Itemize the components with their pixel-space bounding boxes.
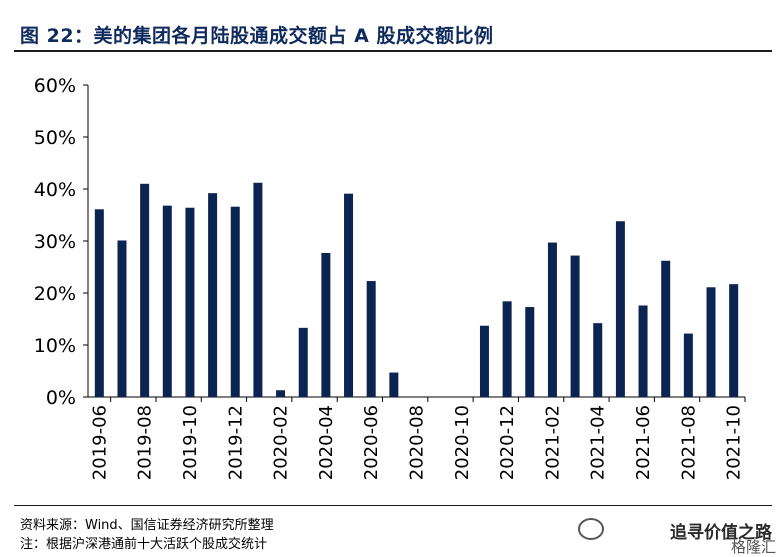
bar [162,205,172,397]
x-tick-label: 2019-08 [135,405,156,480]
x-tick-label: 2020-08 [407,405,428,480]
y-tick-label: 30% [34,231,76,253]
footer-divider [14,505,772,506]
bar [502,301,512,397]
bar [638,305,648,397]
wechat-icon [578,518,604,540]
bar-chart: 60% 50% 40% 30% 20% 10% 0% 2019-06 2019-08 2019-1… [34,75,746,480]
x-tick-label: 2021-04 [588,405,609,480]
bar [276,390,286,397]
x-tick-label: 2020-04 [316,405,337,480]
bar [525,307,535,397]
x-tick-label: 2019-10 [180,405,201,480]
bar [344,193,354,397]
bar [185,207,195,397]
watermark-logo: 格隆汇 [730,538,776,556]
chart-title: 图 22：美的集团各月陆股通成交额占 A 股成交额比例 [20,25,494,47]
bar [366,281,376,397]
x-tick-label: 2020-10 [452,405,473,480]
bar [547,242,557,397]
bar [140,183,150,397]
bar [615,221,625,397]
footnote: 注：根据沪深港通前十大活跃个股成交统计 [20,537,268,552]
x-tick-label: 2019-12 [225,405,246,480]
title-bar: 图 22：美的集团各月陆股通成交额占 A 股成交额比例 [14,14,772,52]
x-tick-label: 2020-12 [497,405,518,480]
x-tick-label: 2019-06 [89,405,110,480]
y-tick-label: 0% [46,387,76,409]
x-tick-label: 2021-08 [678,405,699,480]
y-tick-label: 40% [34,179,76,201]
source-note: 资料来源：Wind、国信证券经济研究所整理 [20,518,274,533]
bar [208,193,218,397]
y-tick-label: 60% [34,75,76,97]
y-tick-label: 10% [34,335,76,357]
bar [706,287,716,397]
bar [389,372,399,397]
bar [253,182,263,397]
bar [729,284,739,397]
bar [117,240,127,397]
bar [570,255,580,397]
bar [661,260,671,397]
watermark-text: 追寻价值之路 [670,523,772,543]
y-tick-label: 20% [34,283,76,305]
x-tick-label: 2020-02 [271,405,292,480]
bar [298,327,308,397]
bar [230,206,240,397]
y-tick-label: 50% [34,127,76,149]
x-tick-label: 2020-06 [361,405,382,480]
x-tick-label: 2021-06 [633,405,654,480]
bar [479,325,489,397]
bar [593,323,603,397]
bar [683,333,693,397]
x-tick-label: 2021-02 [542,405,563,480]
bar [321,252,331,397]
x-tick-label: 2021-10 [724,405,745,480]
bar [94,209,104,397]
